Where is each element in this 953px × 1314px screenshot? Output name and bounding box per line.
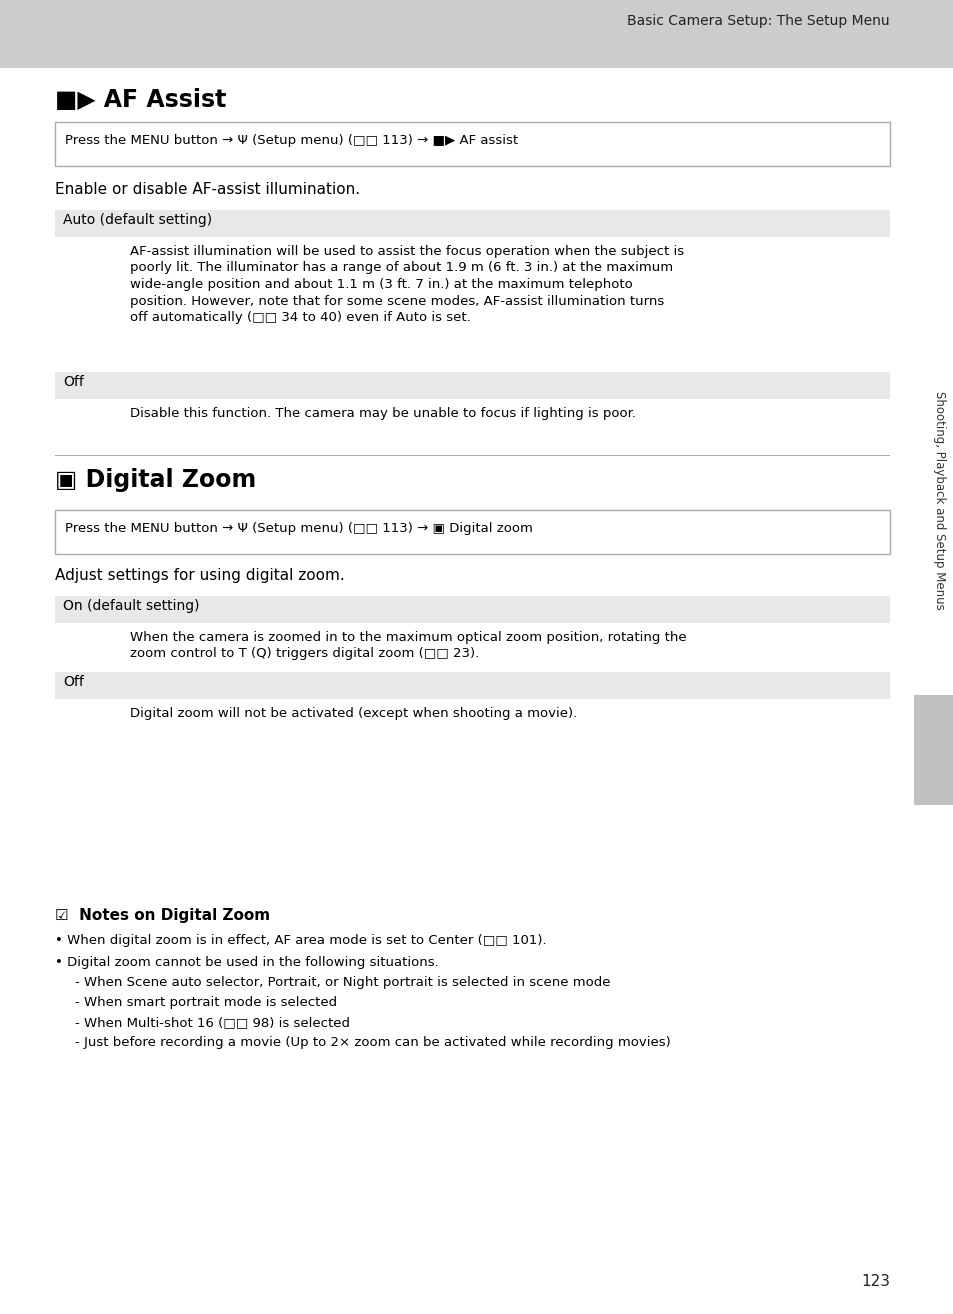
Text: ■▶ AF Assist: ■▶ AF Assist <box>55 88 226 112</box>
Text: Shooting, Playback and Setup Menus: Shooting, Playback and Setup Menus <box>933 390 945 610</box>
Text: - When smart portrait mode is selected: - When smart portrait mode is selected <box>75 996 336 1009</box>
Bar <box>55 597 889 623</box>
Text: Digital zoom will not be activated (except when shooting a movie).: Digital zoom will not be activated (exce… <box>130 707 577 720</box>
Text: Press the MENU button → Ψ (Setup menu) (□□ 113) → ▣ Digital zoom: Press the MENU button → Ψ (Setup menu) (… <box>65 522 533 535</box>
Text: - Just before recording a movie (Up to 2× zoom can be activated while recording : - Just before recording a movie (Up to 2… <box>75 1035 670 1049</box>
Bar <box>55 210 889 237</box>
Text: - When Multi-shot 16 (□□ 98) is selected: - When Multi-shot 16 (□□ 98) is selected <box>75 1016 350 1029</box>
Bar <box>55 510 889 555</box>
Bar <box>913 695 953 805</box>
Text: • When digital zoom is in effect, AF area mode is set to Center (□□ 101).: • When digital zoom is in effect, AF are… <box>55 934 546 947</box>
Text: Enable or disable AF-assist illumination.: Enable or disable AF-assist illumination… <box>55 183 359 197</box>
Text: ▣ Digital Zoom: ▣ Digital Zoom <box>55 468 256 491</box>
Text: Disable this function. The camera may be unable to focus if lighting is poor.: Disable this function. The camera may be… <box>130 407 636 420</box>
Text: Off: Off <box>63 675 84 689</box>
Text: AF-assist illumination will be used to assist the focus operation when the subje: AF-assist illumination will be used to a… <box>130 244 683 325</box>
Text: Press the MENU button → Ψ (Setup menu) (□□ 113) → ■▶ AF assist: Press the MENU button → Ψ (Setup menu) (… <box>65 134 517 147</box>
Text: ☑  Notes on Digital Zoom: ☑ Notes on Digital Zoom <box>55 908 270 922</box>
Text: When the camera is zoomed in to the maximum optical zoom position, rotating the
: When the camera is zoomed in to the maxi… <box>130 631 686 661</box>
Bar <box>0 0 953 68</box>
Text: Adjust settings for using digital zoom.: Adjust settings for using digital zoom. <box>55 568 344 583</box>
Bar <box>55 122 889 166</box>
Text: • Digital zoom cannot be used in the following situations.: • Digital zoom cannot be used in the fol… <box>55 957 438 968</box>
Text: 123: 123 <box>861 1275 889 1289</box>
Text: Basic Camera Setup: The Setup Menu: Basic Camera Setup: The Setup Menu <box>627 14 889 28</box>
Text: - When Scene auto selector, Portrait, or Night portrait is selected in scene mod: - When Scene auto selector, Portrait, or… <box>75 976 610 989</box>
Bar <box>55 372 889 399</box>
Text: On (default setting): On (default setting) <box>63 599 199 614</box>
Text: Auto (default setting): Auto (default setting) <box>63 213 212 227</box>
Text: Off: Off <box>63 374 84 389</box>
Bar <box>55 671 889 699</box>
